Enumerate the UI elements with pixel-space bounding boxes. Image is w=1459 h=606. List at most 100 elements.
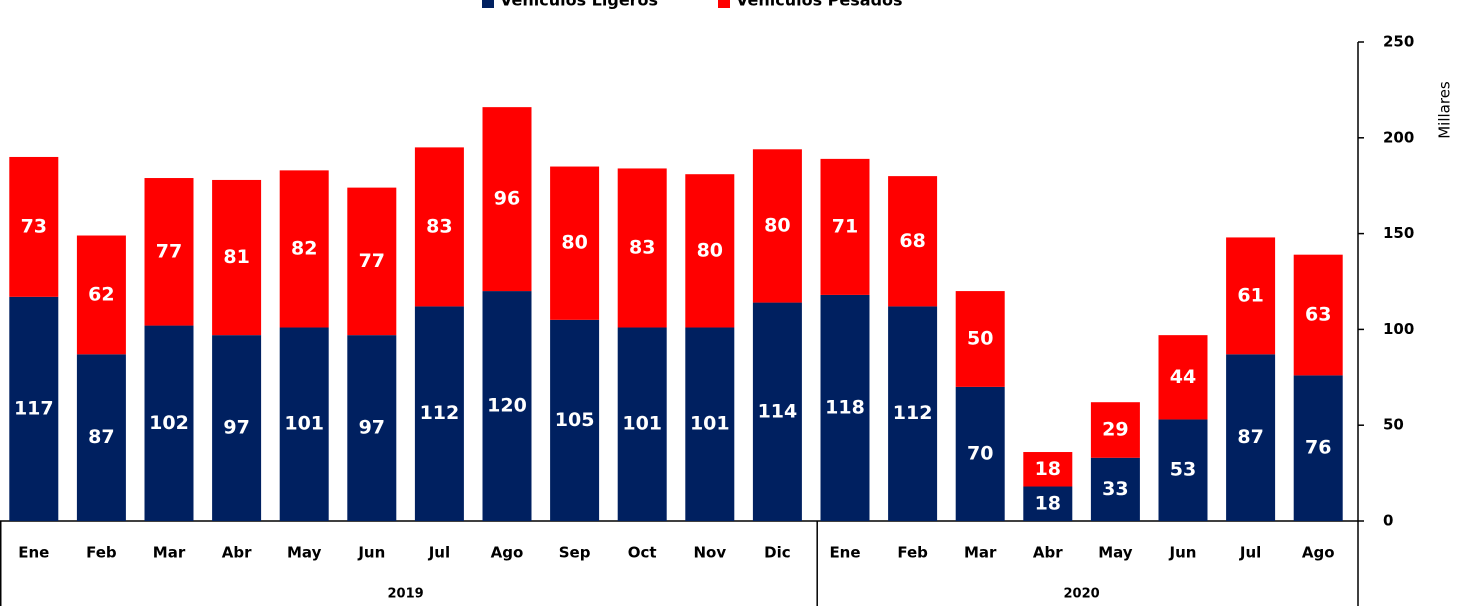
data-label: 80 [561, 232, 587, 254]
data-label: 112 [420, 402, 460, 424]
x-tick-label: Abr [222, 544, 252, 562]
bar-segment [1226, 354, 1276, 521]
bar-segment [414, 147, 464, 307]
x-tick-label: Ene [829, 544, 860, 562]
bar-segment [955, 386, 1005, 521]
data-label: 87 [88, 426, 114, 448]
x-tick-label: Feb [86, 544, 117, 562]
data-label: 63 [1305, 304, 1331, 326]
data-label: 73 [21, 215, 47, 237]
bar-segment [1090, 402, 1140, 458]
data-label: 77 [359, 250, 385, 272]
data-label: 80 [764, 214, 790, 236]
legend-label: Vehículos Ligeros [500, 0, 658, 10]
bar-segment [1293, 254, 1343, 376]
bar-segment [279, 170, 329, 328]
bar-segment [212, 179, 262, 336]
data-label: 97 [223, 417, 249, 439]
bar-segment [550, 319, 600, 521]
data-label: 118 [825, 396, 865, 418]
bar-segment [414, 306, 464, 521]
x-tick-label: Abr [1033, 544, 1063, 562]
bar-segment [752, 302, 802, 521]
bar-segment [888, 176, 938, 307]
bar-segment [1158, 419, 1208, 521]
x-tick-label: Mar [153, 544, 186, 562]
data-label: 112 [893, 402, 933, 424]
bar-segment [347, 187, 397, 336]
bar-segment [347, 335, 397, 521]
bar-segment [9, 296, 59, 521]
x-tick-label: Jun [1169, 544, 1197, 562]
data-label: 114 [758, 400, 798, 422]
x-tick-label: Jul [1239, 544, 1261, 562]
data-label: 68 [899, 230, 925, 252]
bar-segment [144, 325, 194, 521]
legend-label: Vehículos Pesados [736, 0, 903, 10]
y-tick-label: 50 [1383, 416, 1404, 434]
data-label: 53 [1170, 459, 1196, 481]
bar-segment [1023, 486, 1073, 521]
bar-segment [685, 327, 735, 521]
group-label: 2020 [1064, 587, 1100, 602]
data-label: 101 [284, 413, 324, 435]
bar-segment [279, 327, 329, 521]
data-label: 76 [1305, 437, 1331, 459]
bar-segment [617, 168, 667, 328]
bar-segment [76, 235, 126, 355]
y-axis-label: Millares [1436, 81, 1454, 139]
data-label: 61 [1237, 284, 1263, 306]
bar-segment [482, 291, 532, 521]
x-tick-label: Jun [357, 544, 385, 562]
data-label: 18 [1035, 492, 1061, 514]
bar-segment [617, 327, 667, 521]
data-label: 77 [156, 240, 182, 262]
data-label: 105 [555, 409, 595, 431]
data-label: 71 [832, 215, 858, 237]
data-label: 102 [149, 412, 189, 434]
x-tick-label: Ago [1302, 544, 1335, 562]
data-label: 83 [629, 236, 655, 258]
x-tick-label: Sep [559, 544, 591, 562]
data-label: 81 [223, 246, 249, 268]
x-tick-label: Dic [764, 544, 790, 562]
bar-segment [550, 166, 600, 320]
bar-segment [955, 291, 1005, 387]
bar-segment [212, 335, 262, 521]
bar-segment [1226, 237, 1276, 355]
data-label: 50 [967, 327, 993, 349]
bar-segment [1023, 452, 1073, 487]
x-tick-label: Nov [693, 544, 726, 562]
bar-segment [76, 354, 126, 521]
data-label: 18 [1035, 458, 1061, 480]
x-tick-label: Oct [628, 544, 657, 562]
legend-swatch [482, 0, 494, 8]
x-tick-label: Ago [491, 544, 524, 562]
data-label: 44 [1170, 366, 1196, 388]
y-tick-label: 250 [1383, 33, 1414, 51]
legend-swatch [718, 0, 730, 8]
data-label: 62 [88, 283, 114, 305]
x-tick-label: Ene [18, 544, 49, 562]
data-label: 82 [291, 237, 317, 259]
x-tick-label: Jul [428, 544, 450, 562]
x-tick-label: Mar [964, 544, 997, 562]
y-tick-label: 0 [1383, 512, 1393, 530]
x-tick-label: Feb [897, 544, 928, 562]
bar-segment [144, 178, 194, 326]
y-tick-label: 150 [1383, 224, 1414, 242]
bar-segment [482, 107, 532, 292]
data-label: 80 [697, 239, 723, 261]
x-tick-label: May [287, 544, 322, 562]
data-label: 87 [1237, 426, 1263, 448]
bar-segment [820, 158, 870, 295]
data-label: 33 [1102, 478, 1128, 500]
data-label: 29 [1102, 418, 1128, 440]
x-tick-label: May [1098, 544, 1133, 562]
bar-segment [888, 306, 938, 521]
data-label: 96 [494, 188, 520, 210]
bar-segment [1090, 457, 1140, 521]
bar-segment [752, 149, 802, 303]
bar-segment [1158, 335, 1208, 420]
